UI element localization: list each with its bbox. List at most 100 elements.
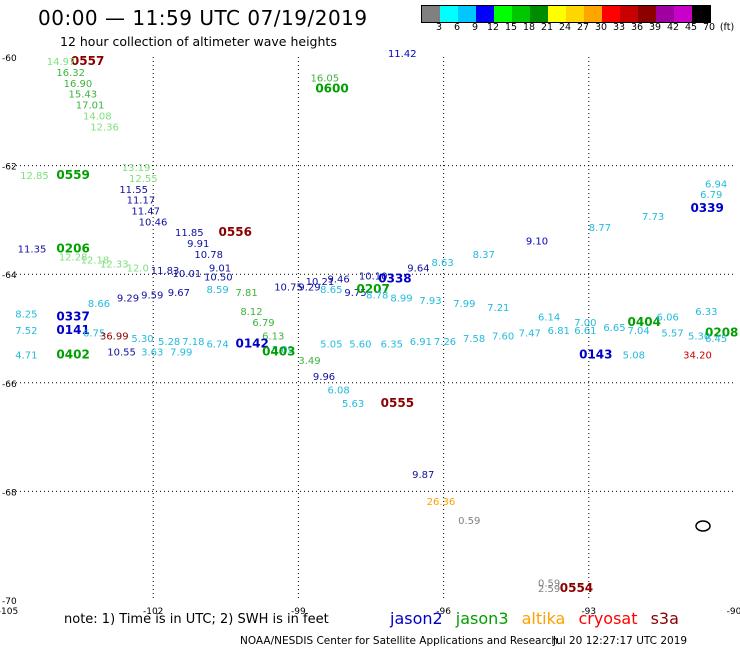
- wave-height-value: 15.43: [69, 90, 98, 101]
- colorbar-label: (ft): [719, 22, 735, 33]
- pass-time-label: 0207: [356, 282, 389, 296]
- wave-height-value: 12.85: [20, 171, 49, 182]
- wave-height-value: 11.42: [388, 49, 417, 60]
- wave-height-value: 10.46: [139, 217, 168, 228]
- wave-height-value: 6.61: [574, 326, 596, 337]
- pass-time-label: 0143: [579, 347, 612, 361]
- colorbar-label: 3: [435, 22, 443, 33]
- wave-height-value: 12.0: [127, 263, 149, 274]
- lat-tick-label: -64: [2, 271, 17, 281]
- colorbar-swatch: [638, 6, 656, 22]
- colorbar-swatch: [512, 6, 530, 22]
- wave-height-value: 9.75: [344, 288, 366, 299]
- wave-height-value: 8.65: [320, 285, 342, 296]
- wave-height-value: 5.63: [342, 399, 364, 410]
- pass-time-label: 0559: [56, 168, 89, 182]
- wave-height-value: 10.10: [359, 272, 388, 283]
- colorbar-swatch: [602, 6, 620, 22]
- wave-height-value: 6.79: [252, 318, 274, 329]
- colorbar-label: 30: [594, 22, 608, 33]
- pass-time-label: 0556: [219, 225, 252, 239]
- colorbar-swatch: [530, 6, 548, 22]
- island-outline: [695, 520, 711, 532]
- wave-height-value: 8.63: [432, 258, 454, 269]
- wave-height-value: 5.30: [131, 334, 153, 345]
- colorbar-swatch: [584, 6, 602, 22]
- wave-height-value: 16.90: [64, 79, 93, 90]
- wave-height-value: 10.01: [173, 269, 202, 280]
- wave-height-value: 12.28: [59, 253, 88, 264]
- wave-height-value: 12.55: [129, 174, 158, 185]
- colorbar-label: 33: [612, 22, 626, 33]
- legend-jason2: jason2: [390, 609, 443, 628]
- wave-height-value: 12.36: [90, 122, 119, 133]
- pass-time-label: 0142: [235, 337, 268, 351]
- wave-height-value: 10.21: [306, 277, 335, 288]
- colorbar-label: 45: [684, 22, 698, 33]
- lon-tick-label: -96: [436, 607, 451, 617]
- lat-tick-label: -60: [2, 54, 17, 64]
- wave-height-value: 7.26: [434, 337, 456, 348]
- pass-time-label: 0339: [690, 201, 723, 215]
- colorbar-swatch: [494, 6, 512, 22]
- wave-height-value: 10.75: [274, 282, 303, 293]
- colorbar-label: 18: [522, 22, 536, 33]
- wave-height-value: 6.91: [410, 337, 432, 348]
- colorbar-label: 36: [630, 22, 644, 33]
- legend-jason3: jason3: [455, 609, 509, 628]
- map-grid: [8, 57, 734, 600]
- legend-cryosat: cryosat: [578, 609, 638, 628]
- legend-altika: altika: [521, 609, 566, 628]
- wave-height-value: 9.59: [141, 291, 163, 302]
- colorbar-swatch: [620, 6, 638, 22]
- colorbar-swatch: [422, 6, 440, 22]
- wave-height-value: 5.30: [688, 331, 710, 342]
- wave-height-value: 13.19: [122, 163, 151, 174]
- wave-height-value: 4.71: [15, 350, 37, 361]
- wave-height-value: 9.67: [168, 288, 190, 299]
- wave-height-value: 14.97: [47, 57, 76, 68]
- wave-height-value: 17.01: [76, 101, 105, 112]
- pass-time-label: 0554: [560, 581, 593, 595]
- lat-tick-label: -68: [2, 488, 17, 498]
- colorbar-label: 15: [504, 22, 518, 33]
- colorbar-label: 42: [666, 22, 680, 33]
- colorbar-label: 9: [471, 22, 479, 33]
- pass-time-label: 0402: [56, 347, 89, 361]
- wave-height-value: 0.59: [538, 578, 560, 589]
- pass-time-label: 0206: [56, 241, 89, 255]
- wave-height-value: 6.79: [700, 190, 722, 201]
- wave-height-value: 5.05: [320, 340, 342, 351]
- wave-height-value: 7.04: [628, 326, 650, 337]
- wave-height-value: 8.25: [15, 310, 37, 321]
- colorbar-swatch: [476, 6, 494, 22]
- wave-height-value: 6.45: [705, 334, 727, 345]
- wave-height-value: 6.14: [538, 312, 560, 323]
- wave-height-value: 7.99: [453, 299, 475, 310]
- colorbar-swatch: [566, 6, 584, 22]
- colorbar-label: 39: [648, 22, 662, 33]
- wave-height-value: 6.06: [657, 312, 679, 323]
- wave-height-value: 12.18: [81, 255, 110, 266]
- wave-height-value: 7.47: [519, 329, 541, 340]
- colorbar-swatch: [674, 6, 692, 22]
- wave-height-value: 12.33: [100, 260, 129, 271]
- colorbar-swatch: [656, 6, 674, 22]
- wave-height-value: 8.12: [240, 307, 262, 318]
- wave-height-value: 11.85: [175, 228, 204, 239]
- wave-height-value: 6.74: [206, 340, 228, 351]
- wave-height-value: 7.00: [574, 318, 596, 329]
- wave-height-value: 34.20: [683, 350, 712, 361]
- colorbar-swatch: [440, 6, 458, 22]
- lon-tick-label: -90: [727, 607, 740, 617]
- wave-height-value: 6.65: [603, 323, 625, 334]
- wave-height-value: 26.36: [427, 497, 456, 508]
- wave-height-value: 11.17: [127, 196, 156, 207]
- wave-height-value: 8.77: [589, 223, 611, 234]
- wave-height-value: 5.28: [158, 337, 180, 348]
- wave-height-value: 16.32: [56, 68, 85, 79]
- wave-height-value: 9.01: [209, 263, 231, 274]
- wave-height-value: 8.66: [88, 299, 110, 310]
- wave-height-value: 8.78: [366, 291, 388, 302]
